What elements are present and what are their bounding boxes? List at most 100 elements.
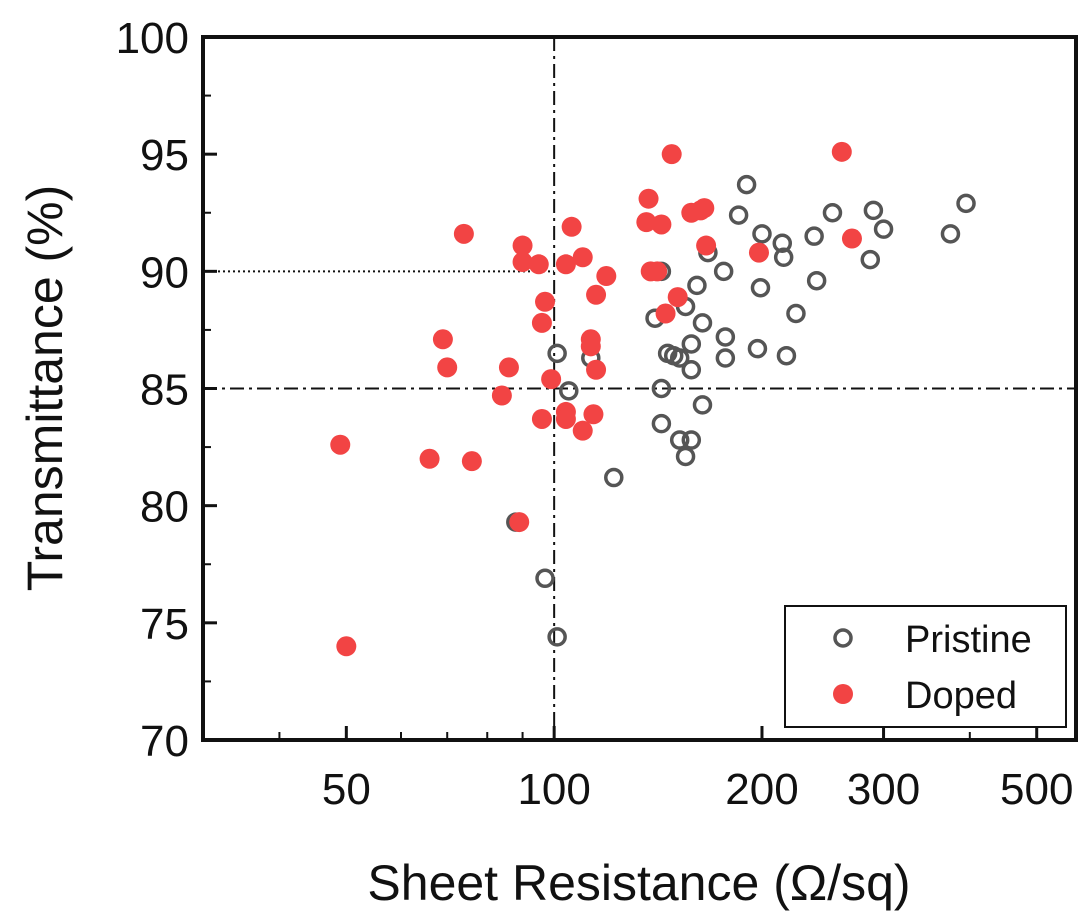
point-doped-43 — [841, 228, 862, 249]
point-doped-22 — [572, 420, 593, 441]
point-pristine-39 — [860, 249, 881, 270]
legend-doped-label: Doped — [905, 675, 1017, 717]
point-pristine-19 — [681, 430, 702, 450]
point-doped-20 — [561, 216, 582, 237]
point-pristine-9 — [651, 378, 672, 399]
x-tick-label-100: 100 — [517, 765, 590, 814]
point-pristine-32 — [772, 233, 793, 253]
point-doped-1 — [336, 636, 357, 657]
point-doped-3 — [432, 329, 453, 350]
point-doped-36 — [667, 287, 688, 308]
point-pristine-33 — [773, 247, 794, 268]
y-tick-labels: 70 75 80 85 90 95 100 — [116, 14, 189, 766]
point-pristine-5 — [535, 568, 555, 589]
point-doped-26 — [586, 284, 607, 305]
legend: Pristine Doped — [784, 605, 1067, 728]
point-pristine-27 — [728, 205, 749, 225]
point-doped-8 — [498, 357, 519, 378]
axis-ticks — [203, 35, 1039, 742]
point-pristine-41 — [873, 219, 894, 239]
point-pristine-38 — [822, 203, 843, 223]
point-pristine-13 — [669, 348, 690, 368]
x-tick-label-500: 500 — [1000, 765, 1073, 814]
y-tick-label-70: 70 — [140, 717, 189, 766]
point-doped-28 — [596, 266, 617, 287]
point-doped-41 — [748, 242, 769, 263]
point-pristine-18 — [681, 360, 702, 380]
point-doped-33 — [651, 214, 672, 235]
y-axis-title: Transmittance (%) — [17, 185, 73, 592]
point-doped-29 — [636, 212, 657, 233]
x-tick-label-50: 50 — [322, 765, 371, 814]
legend-pristine-marker — [833, 628, 853, 648]
point-doped-35 — [661, 144, 682, 165]
y-tick-label-75: 75 — [140, 600, 189, 649]
data-points — [330, 141, 976, 657]
point-pristine-14 — [669, 430, 690, 450]
y-tick-label-85: 85 — [140, 366, 189, 415]
legend-doped-marker — [833, 684, 853, 704]
point-doped-0 — [330, 434, 351, 455]
point-doped-9 — [509, 512, 530, 533]
point-pristine-16 — [675, 446, 696, 467]
point-pristine-21 — [692, 313, 713, 333]
point-doped-10 — [512, 235, 533, 256]
point-doped-18 — [555, 408, 576, 429]
point-doped-6 — [461, 451, 482, 472]
x-tick-label-300: 300 — [847, 765, 920, 814]
point-pristine-29 — [747, 338, 768, 359]
point-doped-7 — [491, 385, 512, 406]
point-doped-14 — [531, 408, 552, 429]
point-pristine-34 — [776, 345, 797, 366]
point-doped-13 — [531, 312, 552, 333]
point-doped-2 — [419, 448, 440, 469]
point-doped-19 — [555, 254, 576, 275]
point-pristine-25 — [715, 327, 736, 347]
point-doped-39 — [694, 198, 715, 219]
point-pristine-42 — [940, 224, 961, 244]
y-tick-label-95: 95 — [140, 131, 189, 180]
point-pristine-43 — [956, 193, 976, 214]
point-pristine-36 — [804, 226, 824, 246]
point-pristine-35 — [786, 303, 806, 324]
point-doped-34 — [655, 303, 676, 324]
x-axis-title: Sheet Resistance (Ω/sq) — [367, 855, 910, 911]
point-doped-11 — [512, 251, 533, 272]
point-pristine-17 — [681, 334, 702, 354]
point-pristine-0 — [547, 343, 567, 364]
point-pristine-24 — [713, 261, 734, 282]
y-tick-label-100: 100 — [116, 14, 189, 63]
point-pristine-22 — [692, 395, 713, 415]
point-doped-4 — [437, 357, 458, 378]
point-pristine-40 — [863, 200, 884, 221]
point-pristine-20 — [687, 275, 707, 296]
point-doped-30 — [638, 188, 659, 209]
point-doped-40 — [696, 235, 717, 256]
y-tick-label-80: 80 — [140, 483, 189, 532]
point-pristine-3 — [604, 467, 624, 488]
point-doped-42 — [831, 141, 852, 162]
point-doped-27 — [586, 359, 607, 380]
legend-pristine-label: Pristine — [905, 619, 1032, 661]
point-doped-12 — [528, 254, 549, 275]
point-doped-15 — [535, 291, 556, 312]
point-doped-24 — [580, 336, 601, 357]
x-tick-label-200: 200 — [725, 765, 798, 814]
point-pristine-31 — [752, 224, 772, 244]
point-pristine-26 — [715, 348, 736, 368]
x-tick-labels: 50 100 200 300 500 — [322, 765, 1074, 814]
point-doped-21 — [572, 247, 593, 268]
point-doped-32 — [647, 261, 668, 282]
point-doped-5 — [453, 223, 474, 244]
point-pristine-10 — [651, 413, 672, 434]
point-doped-16 — [541, 369, 562, 390]
legend-box — [784, 605, 1067, 728]
point-pristine-37 — [806, 270, 827, 291]
point-pristine-28 — [736, 174, 757, 195]
y-tick-label-90: 90 — [140, 248, 189, 297]
point-pristine-30 — [750, 277, 771, 298]
point-pristine-1 — [559, 381, 579, 401]
point-pristine-6 — [547, 627, 567, 647]
point-doped-25 — [583, 404, 604, 425]
